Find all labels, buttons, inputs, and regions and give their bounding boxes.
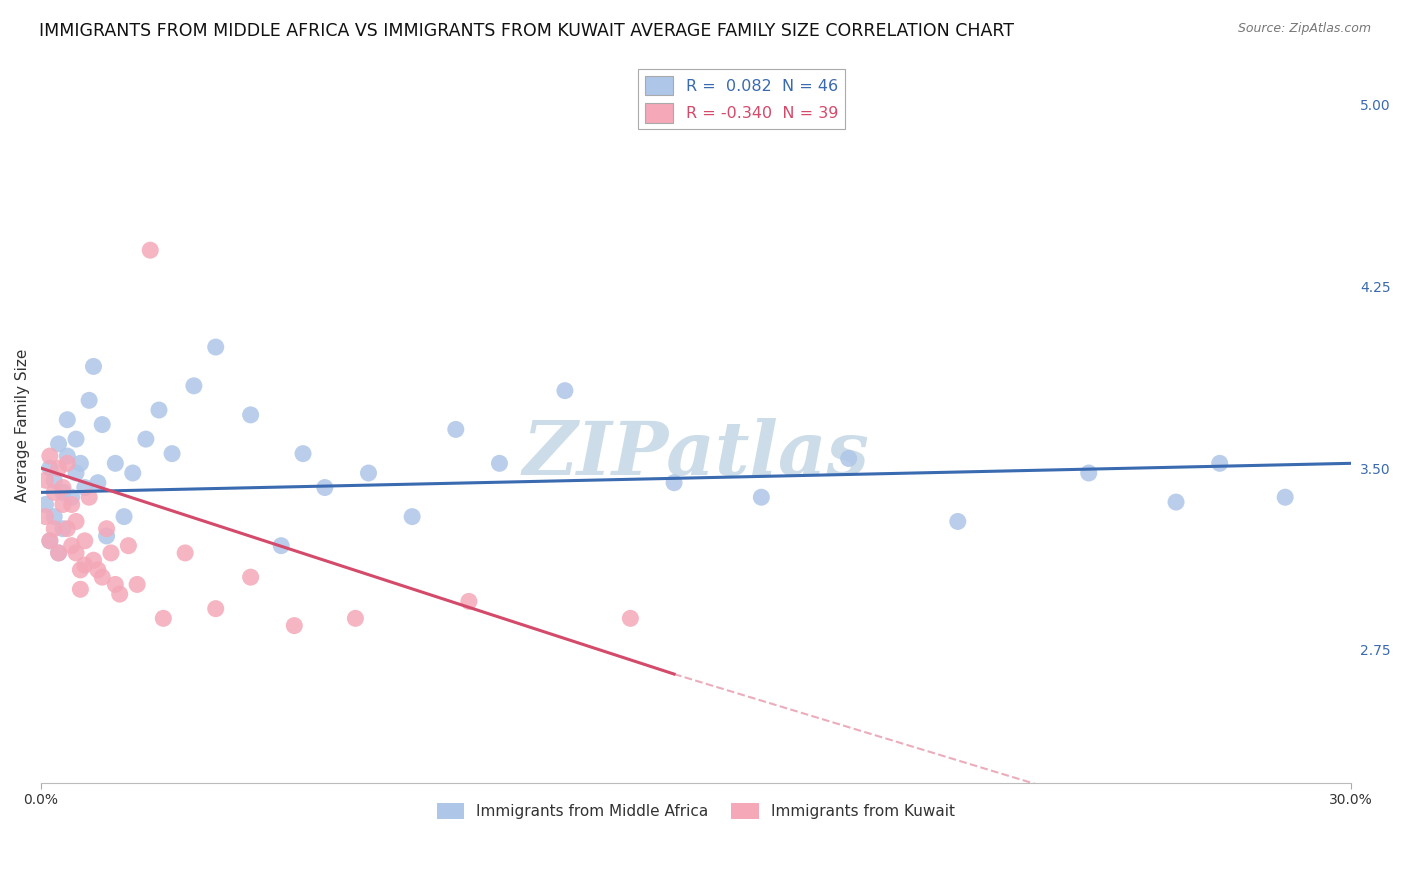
Point	[1274, 490, 1296, 504]
Point	[344, 611, 367, 625]
Point	[82, 359, 104, 374]
Point	[52, 522, 75, 536]
Point	[183, 379, 205, 393]
Point	[174, 546, 197, 560]
Point	[44, 509, 66, 524]
Point	[91, 570, 114, 584]
Point	[56, 456, 79, 470]
Point	[48, 546, 70, 560]
Point	[44, 522, 66, 536]
Point	[314, 481, 336, 495]
Point	[204, 340, 226, 354]
Point	[87, 563, 110, 577]
Point	[77, 490, 100, 504]
Point	[56, 522, 79, 536]
Point	[270, 539, 292, 553]
Point	[160, 447, 183, 461]
Point	[96, 529, 118, 543]
Point	[73, 481, 96, 495]
Point	[52, 481, 75, 495]
Point	[48, 546, 70, 560]
Text: ZIPatlas: ZIPatlas	[523, 418, 869, 491]
Point	[91, 417, 114, 432]
Point	[838, 451, 860, 466]
Point	[44, 485, 66, 500]
Point	[87, 475, 110, 490]
Point	[488, 456, 510, 470]
Point	[44, 473, 66, 487]
Point	[65, 432, 87, 446]
Text: Source: ZipAtlas.com: Source: ZipAtlas.com	[1237, 22, 1371, 36]
Point	[117, 539, 139, 553]
Point	[108, 587, 131, 601]
Point	[1077, 466, 1099, 480]
Point	[357, 466, 380, 480]
Point	[104, 456, 127, 470]
Point	[38, 533, 60, 548]
Point	[204, 601, 226, 615]
Point	[48, 437, 70, 451]
Point	[77, 393, 100, 408]
Point	[283, 618, 305, 632]
Point	[457, 594, 479, 608]
Point	[135, 432, 157, 446]
Point	[69, 456, 91, 470]
Point	[100, 546, 122, 560]
Point	[148, 403, 170, 417]
Point	[292, 447, 315, 461]
Point	[82, 553, 104, 567]
Legend: Immigrants from Middle Africa, Immigrants from Kuwait: Immigrants from Middle Africa, Immigrant…	[430, 797, 962, 825]
Point	[662, 475, 685, 490]
Point	[38, 533, 60, 548]
Point	[751, 490, 773, 504]
Point	[619, 611, 641, 625]
Point	[444, 422, 467, 436]
Y-axis label: Average Family Size: Average Family Size	[15, 349, 30, 502]
Point	[104, 577, 127, 591]
Point	[946, 515, 969, 529]
Point	[152, 611, 174, 625]
Point	[56, 449, 79, 463]
Point	[401, 509, 423, 524]
Point	[52, 485, 75, 500]
Point	[96, 522, 118, 536]
Point	[139, 243, 162, 257]
Point	[48, 461, 70, 475]
Point	[56, 413, 79, 427]
Point	[65, 466, 87, 480]
Point	[65, 515, 87, 529]
Point	[73, 533, 96, 548]
Point	[554, 384, 576, 398]
Point	[1164, 495, 1187, 509]
Point	[65, 546, 87, 560]
Point	[112, 509, 135, 524]
Point	[60, 539, 83, 553]
Point	[239, 570, 262, 584]
Point	[34, 498, 56, 512]
Point	[60, 490, 83, 504]
Point	[34, 473, 56, 487]
Point	[127, 577, 149, 591]
Point	[73, 558, 96, 572]
Point	[60, 498, 83, 512]
Point	[239, 408, 262, 422]
Point	[121, 466, 143, 480]
Point	[34, 509, 56, 524]
Point	[1208, 456, 1230, 470]
Point	[38, 449, 60, 463]
Point	[52, 498, 75, 512]
Point	[38, 461, 60, 475]
Point	[69, 563, 91, 577]
Text: IMMIGRANTS FROM MIDDLE AFRICA VS IMMIGRANTS FROM KUWAIT AVERAGE FAMILY SIZE CORR: IMMIGRANTS FROM MIDDLE AFRICA VS IMMIGRA…	[39, 22, 1014, 40]
Point	[69, 582, 91, 597]
